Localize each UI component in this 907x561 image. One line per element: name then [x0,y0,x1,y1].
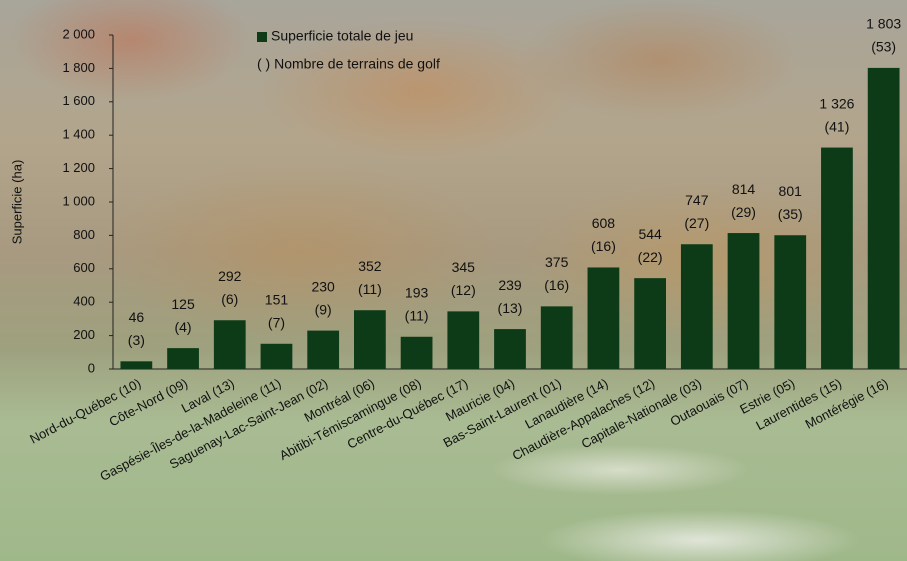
y-tick-label: 1 400 [62,127,95,142]
bar [541,306,573,369]
count-label: (41) [824,118,849,134]
y-tick-label: 1 000 [62,193,95,208]
value-label: 46 [129,309,145,325]
count-label: (53) [871,39,896,55]
count-label: (35) [778,206,803,222]
bar [868,68,900,369]
count-label: (9) [315,301,332,317]
value-label: 747 [685,192,709,208]
count-label: (4) [174,319,191,335]
chart: Superficie (ha) Superficie totale de jeu… [0,0,907,561]
bar [634,278,666,369]
value-label: 239 [498,277,522,293]
value-label: 1 803 [866,16,901,32]
legend-label: Superficie totale de jeu [271,28,413,44]
y-tick-label: 1 800 [62,60,95,75]
bar [681,244,713,369]
y-tick-label: 1 600 [62,93,95,108]
value-label: 352 [358,258,382,274]
bar [261,344,293,369]
count-label: (11) [358,281,382,297]
value-label: 801 [779,183,803,199]
value-label: 125 [171,296,195,312]
value-label: 814 [732,181,756,197]
y-tick-label: 800 [73,227,95,242]
legend-swatch [257,32,267,42]
count-label: (22) [638,249,663,265]
value-label: 292 [218,268,242,284]
bar [774,235,806,369]
bar [120,361,152,369]
count-label: (16) [591,238,616,254]
bar [447,311,479,369]
y-axis-label: Superficie (ha) [9,160,24,245]
value-label: 544 [638,226,662,242]
value-label: 151 [265,291,289,307]
y-tick-label: 1 200 [62,160,95,175]
count-label: (16) [544,277,569,293]
bar [307,331,339,369]
bar [167,348,199,369]
count-label: (29) [731,204,756,220]
legend-label: ( ) Nombre de terrains de golf [257,56,440,72]
count-label: (27) [684,215,709,231]
bar [494,329,526,369]
y-tick-label: 0 [88,360,95,375]
value-label: 1 326 [819,95,854,111]
value-label: 608 [592,215,616,231]
count-label: (12) [451,282,476,298]
value-label: 193 [405,284,429,300]
bar [354,310,386,369]
bar [821,148,853,369]
value-label: 375 [545,254,569,270]
count-label: (11) [405,307,429,323]
count-label: (3) [128,332,145,348]
y-tick-label: 600 [73,260,95,275]
y-tick-label: 200 [73,327,95,342]
count-label: (13) [498,300,523,316]
bar [401,337,433,369]
bar [728,233,760,369]
page: {"chart_data": {"type": "bar", "y_label"… [0,0,907,561]
y-tick-label: 400 [73,294,95,309]
value-label: 345 [452,259,476,275]
y-tick-label: 2 000 [62,26,95,41]
value-label: 230 [311,278,335,294]
bar [588,267,620,369]
count-label: (6) [221,291,238,307]
bar [214,320,246,369]
count-label: (7) [268,314,285,330]
